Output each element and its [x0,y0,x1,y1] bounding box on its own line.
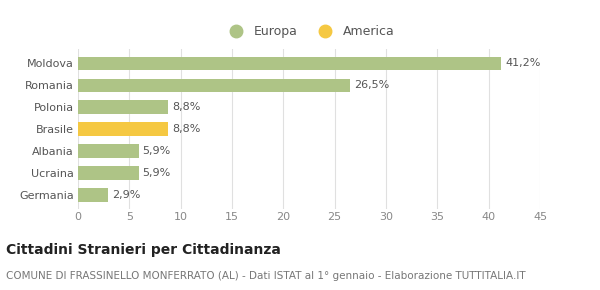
Bar [78,122,169,136]
Text: 41,2%: 41,2% [505,58,541,68]
Text: COMUNE DI FRASSINELLO MONFERRATO (AL) - Dati ISTAT al 1° gennaio - Elaborazione : COMUNE DI FRASSINELLO MONFERRATO (AL) - … [6,271,526,281]
Text: 26,5%: 26,5% [354,80,389,90]
Text: 5,9%: 5,9% [143,168,171,178]
Text: 8,8%: 8,8% [172,124,201,134]
Text: 2,9%: 2,9% [112,190,140,200]
Text: 5,9%: 5,9% [143,146,171,156]
Bar [78,57,501,70]
Bar [78,79,350,92]
Bar [78,166,139,180]
Legend: Europa, America: Europa, America [218,21,400,44]
Bar [78,101,169,114]
Bar [78,188,108,202]
Bar [78,144,139,157]
Text: Cittadini Stranieri per Cittadinanza: Cittadini Stranieri per Cittadinanza [6,243,281,257]
Text: 8,8%: 8,8% [172,102,201,112]
